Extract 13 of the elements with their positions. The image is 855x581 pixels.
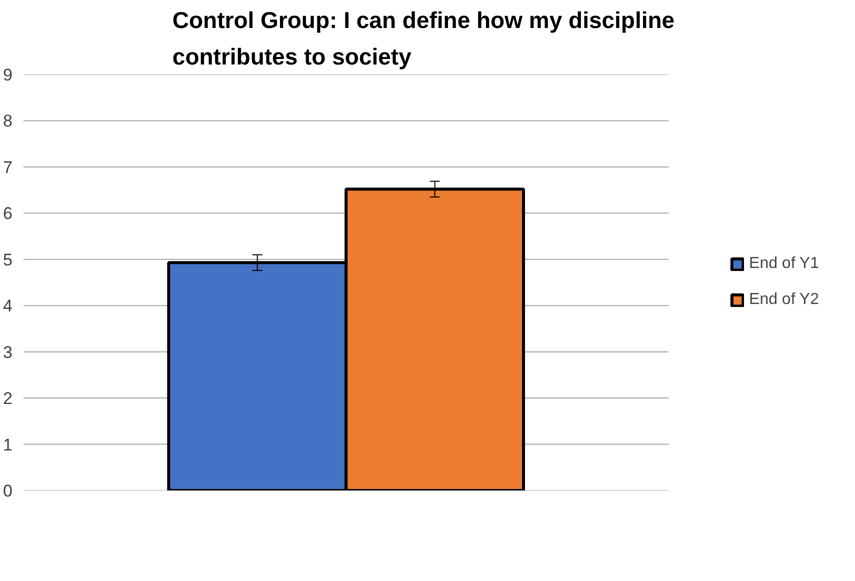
y-tick-label: 0: [3, 482, 13, 500]
y-tick-label: 3: [3, 342, 13, 362]
legend-label: End of Y1: [749, 255, 819, 273]
y-tick-label: 6: [3, 204, 13, 224]
legend-label: End of Y2: [749, 291, 819, 309]
y-tick-label: 9: [3, 66, 13, 84]
y-tick-label: 1: [3, 435, 13, 454]
y-tick-label: 4: [3, 296, 13, 316]
y-tick-label: 7: [3, 158, 13, 177]
y-tick-label: 2: [3, 389, 13, 408]
chart-title: Control Group: I can define how my discipline contributes to society: [172, 7, 675, 70]
y-tick-label: 5: [3, 250, 13, 270]
y-tick-label: 8: [3, 112, 13, 131]
